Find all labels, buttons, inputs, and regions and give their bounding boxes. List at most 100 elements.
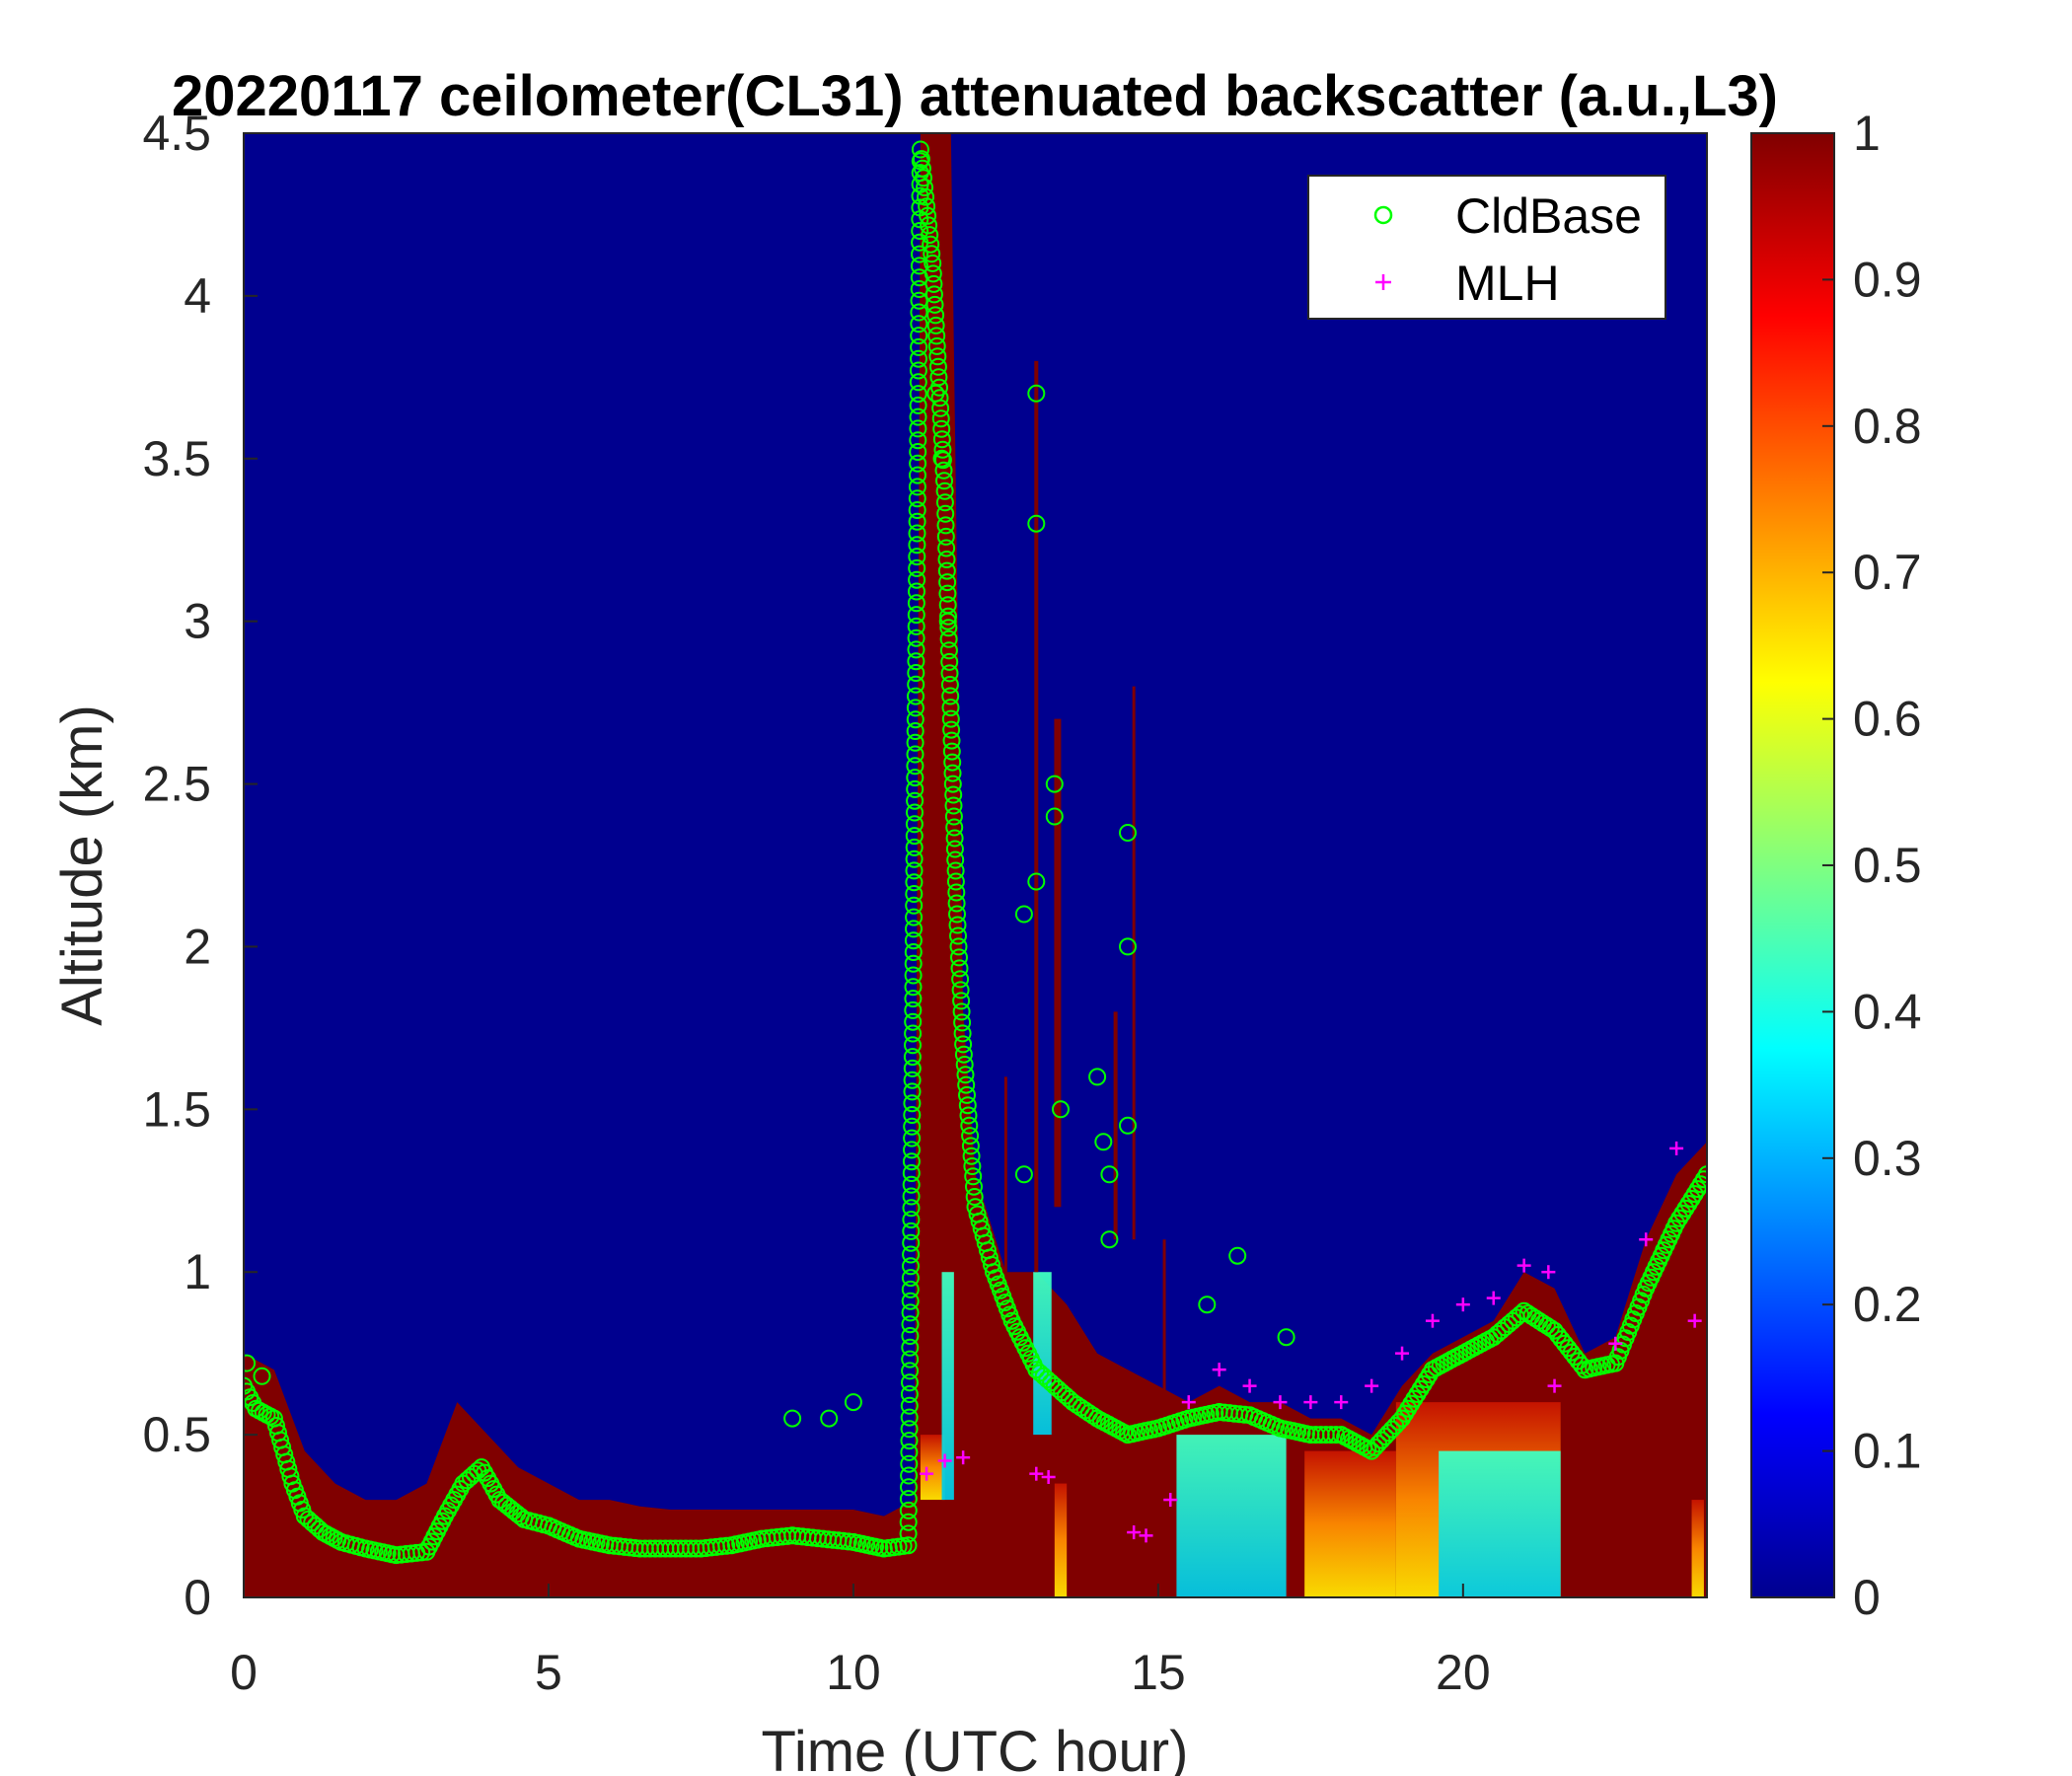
cldbase-point — [942, 731, 961, 750]
cldbase-point — [903, 1141, 921, 1159]
cldbase-point — [900, 1385, 919, 1403]
cldbase-point — [911, 222, 929, 240]
cldbase-point — [904, 1012, 923, 1031]
cldbase-point — [907, 594, 925, 613]
backscatter-pocket — [1176, 1435, 1287, 1597]
cldbase-point — [906, 722, 925, 740]
cldbase-point — [940, 676, 959, 694]
y-tick-label: 3.5 — [142, 431, 211, 486]
cldbase-point — [244, 1354, 257, 1372]
mlh-point — [1163, 1493, 1178, 1508]
mlh-point — [1303, 1395, 1318, 1410]
backscatter-pocket — [941, 1272, 954, 1501]
cldbase-point — [844, 1393, 862, 1412]
cldbase-point — [942, 742, 961, 761]
legend-cldbase-label: CldBase — [1455, 188, 1642, 244]
cldbase-point — [939, 641, 958, 660]
cldbase-point — [909, 373, 927, 392]
cldbase-point — [935, 472, 953, 490]
mlh-point — [1517, 1258, 1531, 1273]
y-tick-label: 1.5 — [142, 1081, 211, 1137]
cldbase-point — [899, 1490, 918, 1509]
cldbase-point — [905, 873, 924, 892]
cldbase-point — [907, 675, 925, 694]
cldbase-point — [936, 527, 955, 546]
backscatter-pocket — [1691, 1500, 1704, 1597]
cldbase-point — [910, 327, 928, 345]
cldbase-point — [904, 1036, 922, 1055]
cldbase-point — [943, 775, 962, 793]
cldbase-point — [907, 640, 925, 659]
cldbase-point — [915, 169, 932, 187]
cldbase-point — [947, 883, 966, 902]
cldbase-point — [908, 489, 926, 508]
cldbase-point — [958, 1096, 977, 1115]
cldbase-point — [1014, 1165, 1033, 1184]
colorbar-tick-label: 0 — [1853, 1570, 1881, 1625]
cldbase-point — [1100, 1165, 1119, 1184]
cldbase-point — [949, 937, 968, 956]
cldbase-point — [910, 257, 928, 275]
cldbase-point — [903, 1082, 922, 1101]
y-tick-label: 4.5 — [142, 106, 211, 161]
cldbase-point — [909, 431, 927, 450]
cldbase-point — [901, 1373, 919, 1392]
cldbase-point — [965, 1177, 983, 1196]
backscatter-pocket — [920, 1435, 945, 1501]
cldbase-point — [902, 1199, 921, 1218]
legend-mlh-marker — [1375, 274, 1391, 290]
cldbase-point — [903, 1059, 922, 1077]
cldbase-point — [918, 197, 936, 216]
backscatter-pocket — [1304, 1450, 1396, 1597]
cldbase-point — [1322, 1426, 1340, 1444]
cldbase-point — [1688, 1180, 1707, 1199]
backscatter-pocket — [1439, 1450, 1561, 1597]
cldbase-point — [961, 1137, 980, 1155]
cldbase-point — [901, 1315, 920, 1334]
mlh-point — [1541, 1265, 1556, 1280]
cldbase-point — [903, 1106, 922, 1124]
cldbase-point — [901, 1362, 920, 1380]
cldbase-point — [905, 885, 924, 903]
cloud-filament — [1003, 1076, 1007, 1273]
cldbase-point — [905, 850, 924, 868]
cldbase-point — [963, 1157, 982, 1175]
x-tick-label: 10 — [826, 1645, 881, 1700]
cldbase-point — [839, 1532, 857, 1551]
cldbase-point — [901, 1292, 920, 1310]
cldbase-point — [904, 1000, 923, 1019]
cldbase-point — [1327, 1426, 1346, 1444]
cldbase-point — [944, 785, 963, 804]
cldbase-point — [899, 1536, 918, 1555]
cldbase-point — [1277, 1328, 1295, 1347]
cldbase-point — [941, 687, 960, 705]
cldbase-point — [937, 561, 956, 580]
mlh-point — [1242, 1378, 1257, 1393]
mlh-point — [1365, 1378, 1379, 1393]
cldbase-point — [902, 1211, 921, 1229]
mlh-point — [1181, 1395, 1196, 1410]
cldbase-point — [901, 1327, 920, 1345]
cldbase-point — [909, 385, 927, 404]
cldbase-point — [925, 274, 943, 293]
cldbase-point — [900, 1408, 919, 1427]
cldbase-point — [904, 931, 923, 950]
colorbar-tick-label: 1 — [1853, 106, 1881, 161]
cldbase-point — [907, 687, 925, 705]
cldbase-point — [900, 1454, 919, 1473]
cldbase-point — [964, 1167, 983, 1186]
legend: CldBase MLH — [1307, 175, 1666, 320]
mlh-series — [920, 1141, 1702, 1543]
cldbase-point — [1405, 1389, 1424, 1408]
cldbase-point — [907, 629, 925, 647]
colorbar-tick-label: 0.6 — [1853, 692, 1922, 747]
cldbase-point — [902, 1233, 921, 1252]
cldbase-point — [939, 607, 957, 626]
cldbase-point — [952, 992, 971, 1010]
cldbase-point — [924, 264, 942, 283]
mlh-point — [1127, 1525, 1142, 1540]
y-tick-label: 3 — [184, 594, 211, 649]
y-axis-ticks: 0 0.5 1 1.5 2 2.5 3 3.5 4 4.5 — [142, 106, 258, 1625]
cldbase-point — [951, 970, 970, 989]
mlh-point — [1425, 1313, 1440, 1328]
